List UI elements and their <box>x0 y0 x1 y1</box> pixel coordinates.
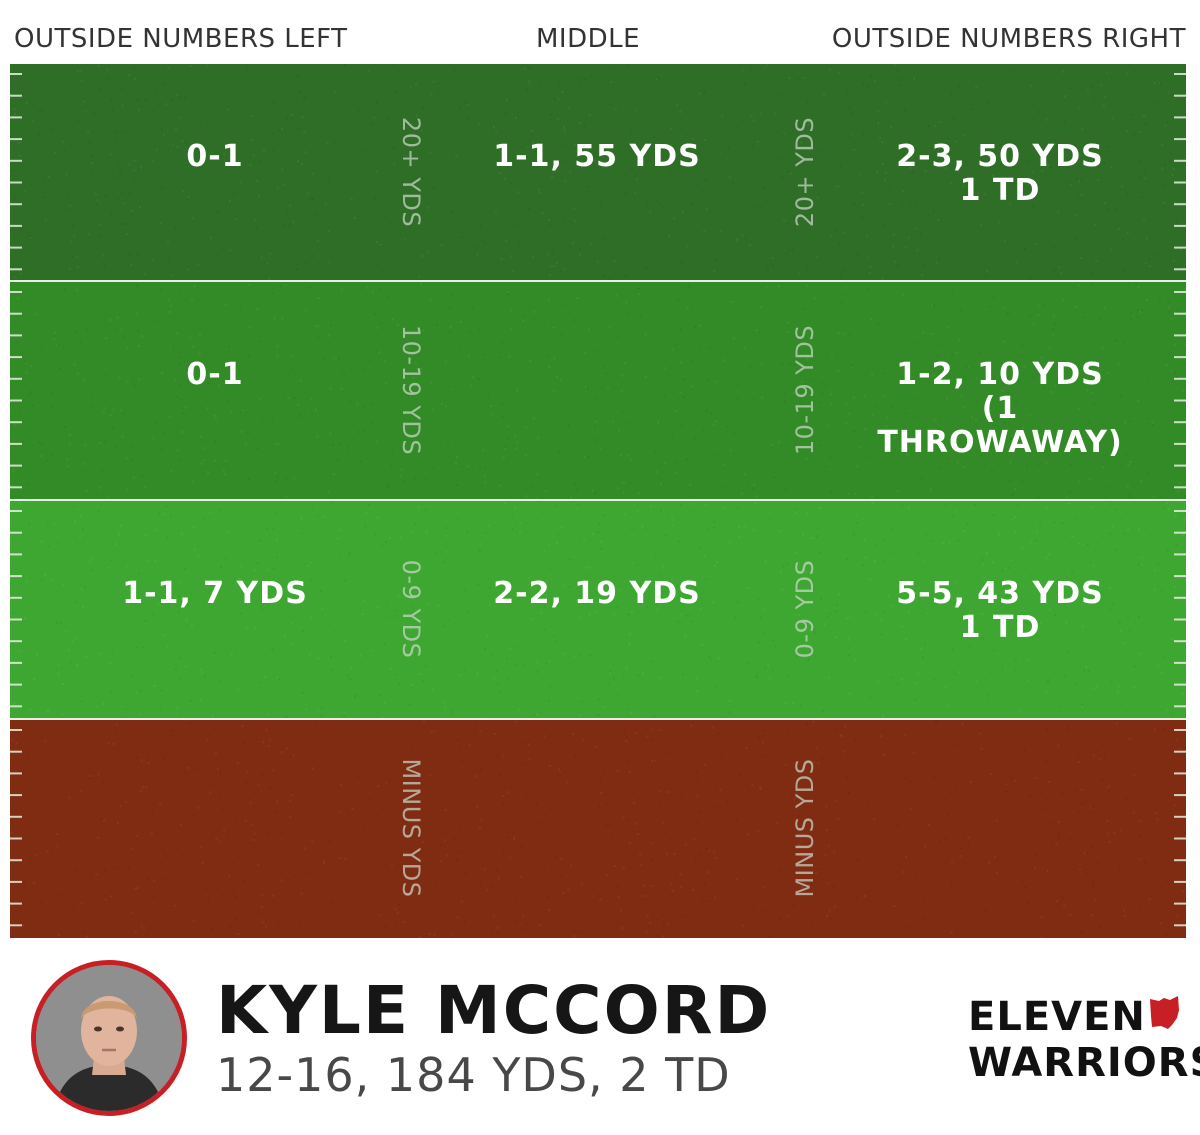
col-header-middle: MIDDLE <box>535 24 641 54</box>
ohio-state-icon <box>1150 996 1179 1029</box>
zone-label-left: 20+ YDS <box>397 116 425 228</box>
zone-divider <box>10 718 1186 720</box>
zone-label-right: 20+ YDS <box>791 116 819 228</box>
player-stat-line: 12-16, 184 YDS, 2 TD <box>216 1048 731 1102</box>
cell-deep-left: 0-1 <box>186 139 244 174</box>
brand-line2: WARRIORS <box>968 1040 1200 1086</box>
col-header-left: OUTSIDE NUMBERS LEFT <box>14 24 348 54</box>
cell-deep-right-line1: 2-3, 50 YDS <box>896 139 1104 174</box>
zone-label-right: 10-19 YDS <box>791 324 819 456</box>
zone-bg <box>10 64 1186 281</box>
zone-divider <box>10 499 1186 501</box>
zone-label-left: 0-9 YDS <box>397 559 425 659</box>
zone-20-plus-yds: 0-1 1-1, 55 YDS 2-3, 50 YDS 1 TD 20+ YDS… <box>10 64 1186 281</box>
zone-label-left: MINUS YDS <box>397 758 425 898</box>
zone-label-left: 10-19 YDS <box>397 324 425 456</box>
cell-mid-right-line1: 1-2, 10 YDS <box>896 357 1104 392</box>
cell-deep-middle: 1-1, 55 YDS <box>493 139 701 174</box>
zone-bg <box>10 720 1186 938</box>
cell-short-right-line2: 1 TD <box>959 610 1041 645</box>
zone-label-right: MINUS YDS <box>791 758 819 898</box>
football-field: 0-1 1-1, 55 YDS 2-3, 50 YDS 1 TD 20+ YDS… <box>10 64 1186 938</box>
player-avatar <box>31 960 187 1116</box>
cell-mid-right-line2: (1 THROWAWAY) <box>877 391 1123 460</box>
cell-short-right-line1: 5-5, 43 YDS <box>896 576 1104 611</box>
zone-bg <box>10 282 1186 500</box>
zone-minus-yds: MINUS YDS MINUS YDS <box>10 720 1186 938</box>
cell-short-right: 5-5, 43 YDS 1 TD <box>870 577 1130 645</box>
cell-mid-right: 1-2, 10 YDS (1 THROWAWAY) <box>870 358 1130 460</box>
cell-deep-right-line2: 1 TD <box>959 173 1041 208</box>
zone-divider <box>10 280 1186 282</box>
player-headshot-icon <box>36 965 182 1111</box>
zone-bg <box>10 501 1186 719</box>
zone-0-9-yds: 1-1, 7 YDS 2-2, 19 YDS 5-5, 43 YDS 1 TD … <box>10 501 1186 719</box>
col-header-right: OUTSIDE NUMBERS RIGHT <box>831 24 1186 54</box>
brand-line1: ELEVEN <box>968 994 1146 1040</box>
brand-logo: ELEVEN WARRIORS <box>968 994 1200 1086</box>
cell-short-middle: 2-2, 19 YDS <box>493 576 701 611</box>
cell-short-left: 1-1, 7 YDS <box>122 576 308 611</box>
cell-deep-right: 2-3, 50 YDS 1 TD <box>870 140 1130 208</box>
zone-10-19-yds: 0-1 1-2, 10 YDS (1 THROWAWAY) 10-19 YDS … <box>10 282 1186 500</box>
cell-mid-left: 0-1 <box>186 357 244 392</box>
zone-label-right: 0-9 YDS <box>791 559 819 659</box>
player-name: KYLE MCCORD <box>216 972 772 1049</box>
